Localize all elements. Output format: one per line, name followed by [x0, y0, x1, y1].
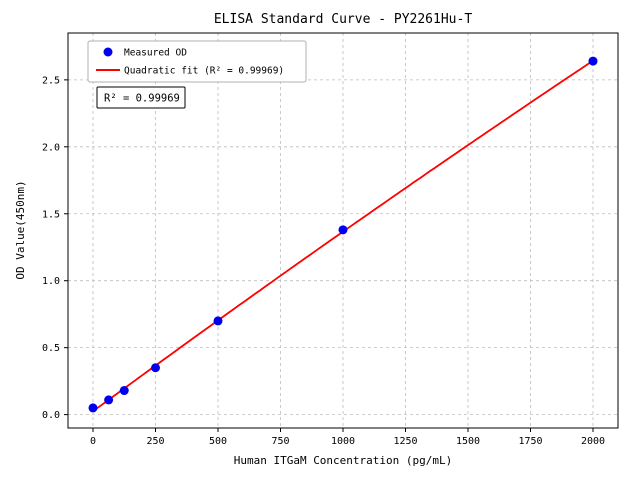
measured-od-point [88, 403, 98, 413]
legend: Measured OD Quadratic fit (R² = 0.99969) [87, 40, 307, 83]
x-tick-label: 2000 [581, 436, 605, 447]
measured-od-point [338, 225, 348, 235]
y-axis-label: OD Value(450nm) [14, 180, 27, 279]
data-series [88, 56, 598, 413]
x-tick-label: 1750 [518, 436, 542, 447]
r-squared-annotation: R² = 0.99969 [96, 86, 186, 109]
measured-od-point [588, 56, 598, 66]
legend-label-measured-od: Measured OD [124, 48, 187, 59]
x-tick-label: 750 [271, 436, 289, 447]
y-tick-label: 0.5 [42, 343, 60, 354]
measured-od-point [119, 386, 129, 396]
r-squared-annotation-frame [96, 86, 186, 109]
legend-label-quadratic-fit: Quadratic fit (R² = 0.99969) [124, 66, 284, 77]
x-tick-label: 250 [146, 436, 164, 447]
y-tick-label: 1.0 [42, 276, 60, 287]
x-tick-label: 500 [209, 436, 227, 447]
measured-od-point [151, 363, 160, 373]
y-tick-label: 0.0 [42, 410, 60, 421]
measured-od-marker-icon [103, 47, 113, 57]
x-axis-label: Human ITGaM Concentration (pg/mL) [234, 454, 453, 467]
y-tick-label: 1.5 [42, 209, 60, 220]
measured-od-point [104, 395, 114, 405]
x-tick-label: 1000 [331, 436, 355, 447]
y-tick-label: 2.5 [42, 75, 60, 86]
chart-title: ELISA Standard Curve - PY2261Hu-T [214, 12, 472, 27]
x-tick-label: 1500 [456, 436, 480, 447]
r-squared-annotation-text: R² = 0.99969 [104, 93, 180, 105]
measured-od-point [213, 316, 223, 326]
axis-ticks: 0 250 500 750 1000 1250 1500 1750 2000 0.0 0.5 1.0 1… [42, 75, 605, 447]
y-tick-label: 2.0 [42, 142, 60, 153]
x-tick-label: 0 [90, 436, 96, 447]
legend-frame [87, 40, 307, 83]
x-tick-label: 1250 [393, 436, 417, 447]
